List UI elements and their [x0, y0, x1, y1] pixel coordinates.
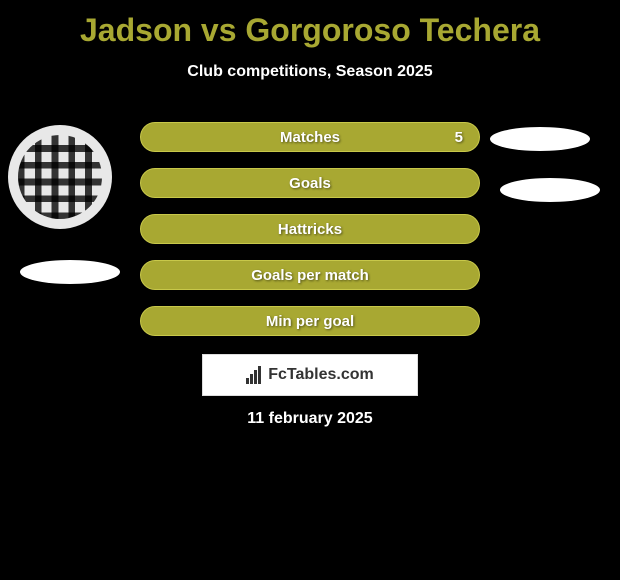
stat-bar-label: Hattricks	[278, 221, 342, 238]
comparison-title: Jadson vs Gorgoroso Techera	[0, 0, 620, 49]
stat-bar-label: Goals per match	[251, 267, 369, 284]
player-right-name-pill	[500, 178, 600, 202]
stat-bar-value-right: 5	[455, 129, 463, 146]
stat-bar-label: Goals	[289, 175, 331, 192]
stat-bar-goals: Goals	[140, 168, 480, 198]
stat-bars: Matches 5 Goals Hattricks Goals per matc…	[140, 122, 480, 352]
logo-text: FcTables.com	[268, 366, 374, 384]
comparison-date: 11 february 2025	[0, 410, 620, 428]
stat-bar-min-per-goal: Min per goal	[140, 306, 480, 336]
fctables-logo[interactable]: FcTables.com	[202, 354, 418, 396]
stat-bar-matches: Matches 5	[140, 122, 480, 152]
stat-bar-hattricks: Hattricks	[140, 214, 480, 244]
player-left-avatar	[8, 125, 112, 229]
player-right-avatar-pill	[490, 127, 590, 151]
stat-bar-label: Min per goal	[266, 313, 354, 330]
bar-chart-icon	[246, 366, 264, 384]
player-left-name-pill	[20, 260, 120, 284]
stat-bar-label: Matches	[280, 129, 340, 146]
comparison-subtitle: Club competitions, Season 2025	[0, 63, 620, 81]
stat-bar-goals-per-match: Goals per match	[140, 260, 480, 290]
